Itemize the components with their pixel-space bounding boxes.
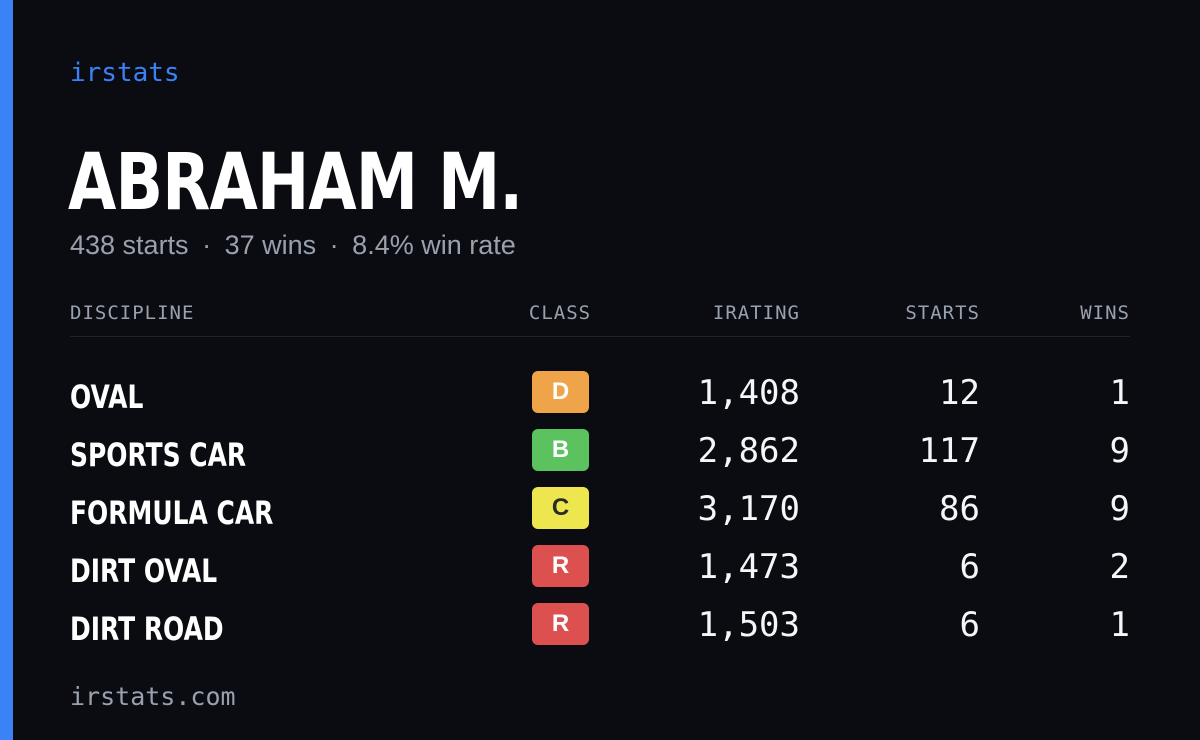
irating-value: 2,862 [697, 431, 800, 471]
license-class-badge: D [532, 371, 589, 413]
license-class-badge: C [532, 487, 589, 529]
header-discipline: DISCIPLINE [70, 302, 195, 324]
accent-bar [0, 0, 13, 740]
table-body: OVAL D 1,408 12 1 SPORTS CAR B 2,862 117 9 FORMULA… [70, 353, 1130, 647]
starts-value: 12 [939, 373, 980, 413]
brand-logo-text: irstats [70, 58, 180, 88]
starts-value: 6 [959, 605, 980, 645]
discipline-name: DIRT ROAD [70, 610, 224, 648]
license-class-badge: B [532, 429, 589, 471]
header-irating: IRATING [712, 302, 800, 324]
table-row: FORMULA CAR C 3,170 86 9 [70, 469, 1130, 531]
table-row: DIRT OVAL R 1,473 6 2 [70, 527, 1130, 589]
header-class: CLASS [528, 302, 592, 324]
starts-value: 86 [939, 489, 980, 529]
wins-value: 1 [1109, 605, 1130, 645]
wins-value: 9 [1109, 489, 1130, 529]
wins-value: 9 [1109, 431, 1130, 471]
driver-summary: 438 starts · 37 wins · 8.4% win rate [70, 228, 516, 262]
discipline-stats-table: DISCIPLINE CLASS IRATING STARTS WINS OVA… [70, 298, 1130, 647]
header-starts: STARTS [905, 302, 980, 324]
license-class-badge: R [532, 603, 589, 645]
license-class-badge: R [532, 545, 589, 587]
header-wins: WINS [1080, 302, 1130, 324]
discipline-name: DIRT OVAL [70, 552, 218, 590]
starts-value: 117 [918, 431, 980, 471]
summary-starts: 438 starts [70, 230, 189, 260]
discipline-name: OVAL [70, 378, 144, 416]
table-row: DIRT ROAD R 1,503 6 1 [70, 585, 1130, 647]
irating-value: 1,503 [697, 605, 800, 645]
irating-value: 3,170 [697, 489, 800, 529]
table-header: DISCIPLINE CLASS IRATING STARTS WINS [70, 298, 1130, 337]
discipline-name: SPORTS CAR [70, 436, 247, 474]
irating-value: 1,408 [697, 373, 800, 413]
footer-site-url: irstats.com [70, 682, 236, 711]
wins-value: 1 [1109, 373, 1130, 413]
driver-name: ABRAHAM M. [68, 138, 523, 228]
starts-value: 6 [959, 547, 980, 587]
wins-value: 2 [1109, 547, 1130, 587]
summary-wins: 37 wins [224, 230, 317, 260]
summary-separator: · [202, 230, 212, 260]
irating-value: 1,473 [697, 547, 800, 587]
discipline-name: FORMULA CAR [70, 494, 274, 532]
summary-win-rate: 8.4% win rate [352, 230, 516, 260]
table-row: OVAL D 1,408 12 1 [70, 353, 1130, 415]
table-row: SPORTS CAR B 2,862 117 9 [70, 411, 1130, 473]
summary-separator: · [329, 230, 339, 260]
